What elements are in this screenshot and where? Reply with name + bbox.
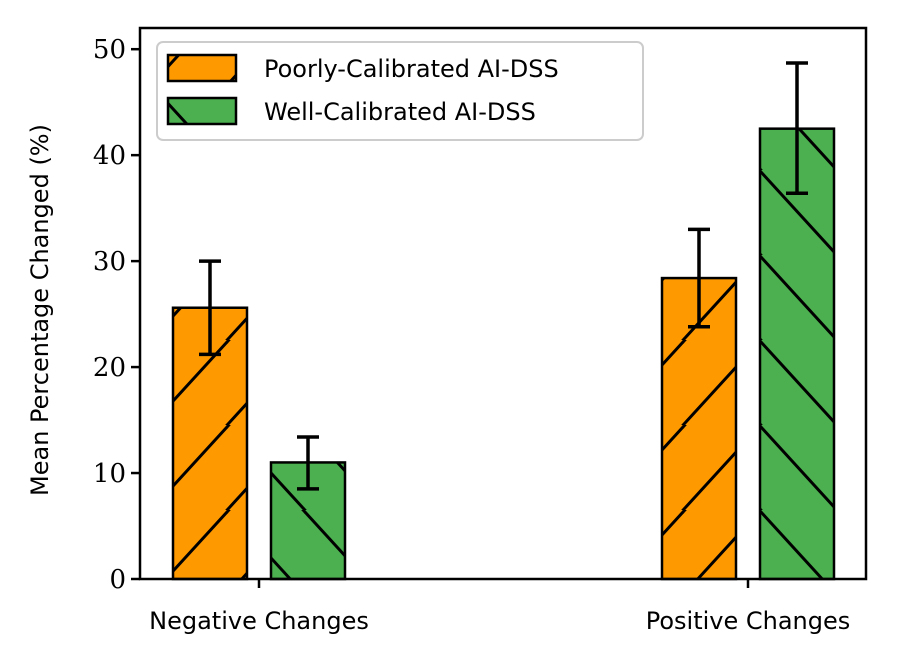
legend-swatch-hatch-poorly	[168, 55, 236, 81]
bar-hatch-well-positive	[760, 128, 834, 580]
legend-label-well-calibrated: Well-Calibrated AI-DSS	[264, 98, 536, 126]
x-tick-label-0: Negative Changes	[149, 607, 369, 635]
y-tick-label-30: 30	[93, 247, 126, 277]
y-tick-label-0: 0	[109, 565, 126, 595]
y-tick-label-40: 40	[93, 141, 126, 171]
y-axis-title: Mean Percentage Changed (%)	[26, 124, 54, 496]
x-tick-label-1: Positive Changes	[646, 607, 851, 635]
legend-swatch-hatch-well	[168, 98, 236, 124]
legend: Poorly-Calibrated AI-DSS Well-Calibrated…	[156, 41, 644, 141]
legend-box	[156, 41, 644, 141]
plot-frame	[138, 26, 868, 581]
legend-label-poorly-calibrated: Poorly-Calibrated AI-DSS	[264, 55, 559, 83]
y-tick-label-50: 50	[93, 35, 126, 65]
y-tick-label-20: 20	[93, 353, 126, 383]
y-tick-label-10: 10	[93, 459, 126, 489]
